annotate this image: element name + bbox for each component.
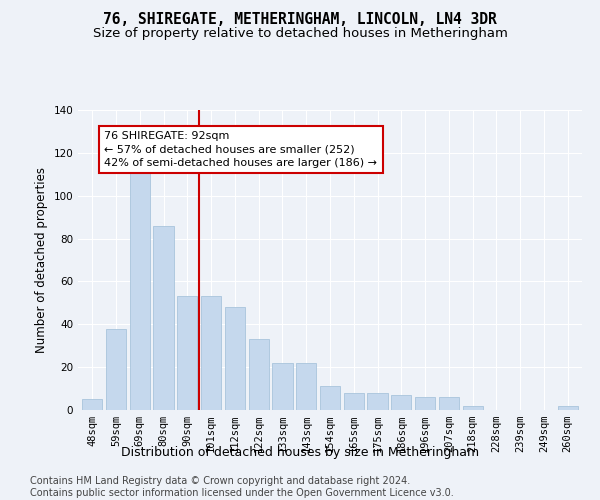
Text: Distribution of detached houses by size in Metheringham: Distribution of detached houses by size …	[121, 446, 479, 459]
Bar	[439, 397, 459, 410]
Bar	[557, 406, 578, 410]
Bar	[130, 164, 150, 410]
Bar	[320, 386, 340, 410]
Bar	[82, 400, 103, 410]
Bar	[391, 395, 412, 410]
Bar	[177, 296, 197, 410]
Bar	[201, 296, 221, 410]
Text: 76, SHIREGATE, METHERINGHAM, LINCOLN, LN4 3DR: 76, SHIREGATE, METHERINGHAM, LINCOLN, LN…	[103, 12, 497, 28]
Bar	[248, 340, 269, 410]
Bar	[367, 393, 388, 410]
Bar	[296, 363, 316, 410]
Bar	[344, 393, 364, 410]
Bar	[106, 328, 126, 410]
Y-axis label: Number of detached properties: Number of detached properties	[35, 167, 48, 353]
Bar	[272, 363, 293, 410]
Bar	[415, 397, 435, 410]
Text: 76 SHIREGATE: 92sqm
← 57% of detached houses are smaller (252)
42% of semi-detac: 76 SHIREGATE: 92sqm ← 57% of detached ho…	[104, 132, 377, 168]
Bar	[463, 406, 483, 410]
Bar	[154, 226, 173, 410]
Text: Size of property relative to detached houses in Metheringham: Size of property relative to detached ho…	[92, 28, 508, 40]
Text: Contains HM Land Registry data © Crown copyright and database right 2024.
Contai: Contains HM Land Registry data © Crown c…	[30, 476, 454, 498]
Bar	[225, 307, 245, 410]
